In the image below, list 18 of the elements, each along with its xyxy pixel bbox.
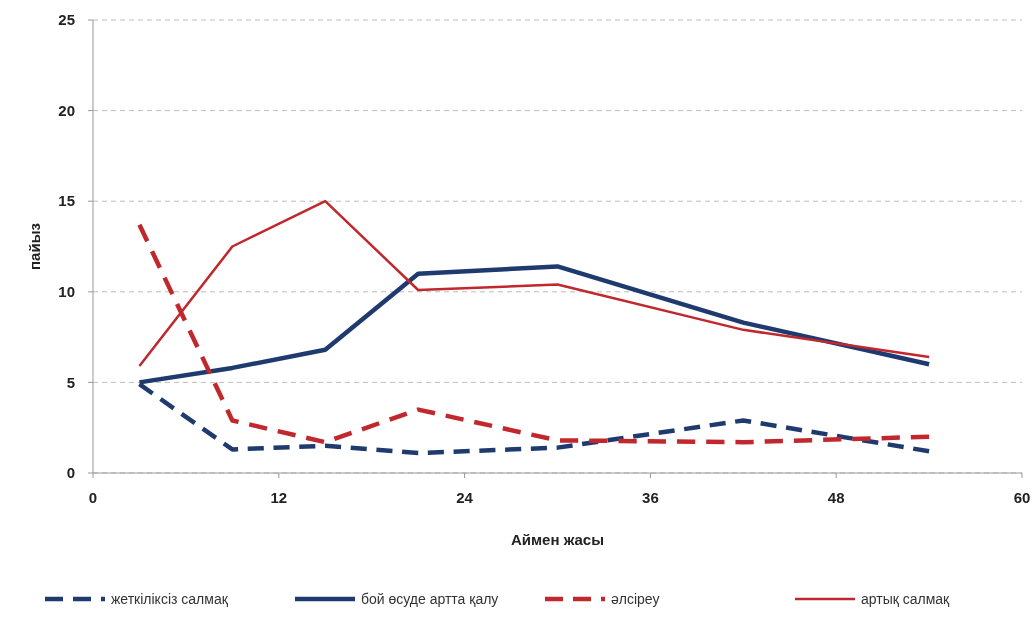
- legend-label: бой өсуде артта қалу: [361, 590, 499, 607]
- legend-label: жеткіліксіз салмақ: [111, 590, 229, 607]
- x-tick-label: 60: [1013, 489, 1031, 506]
- x-tick-label: 0: [88, 489, 98, 506]
- y-tick-label: 0: [66, 464, 75, 482]
- y-tick-label: 25: [58, 11, 75, 29]
- legend-label: әлсіреу: [611, 590, 660, 607]
- legend-label: артық салмақ: [861, 590, 951, 607]
- y-tick-label: 20: [58, 101, 75, 119]
- x-tick-label: 24: [456, 489, 474, 506]
- y-axis-title: пайыз: [26, 223, 43, 270]
- y-tick-label: 15: [58, 192, 75, 210]
- y-tick-label: 5: [66, 373, 75, 391]
- x-axis-title: Аймен жасы: [510, 531, 605, 548]
- y-tick-label: 10: [58, 283, 75, 301]
- x-tick-label: 36: [642, 489, 659, 506]
- x-tick-label: 48: [827, 489, 845, 506]
- x-tick-label: 12: [270, 489, 288, 506]
